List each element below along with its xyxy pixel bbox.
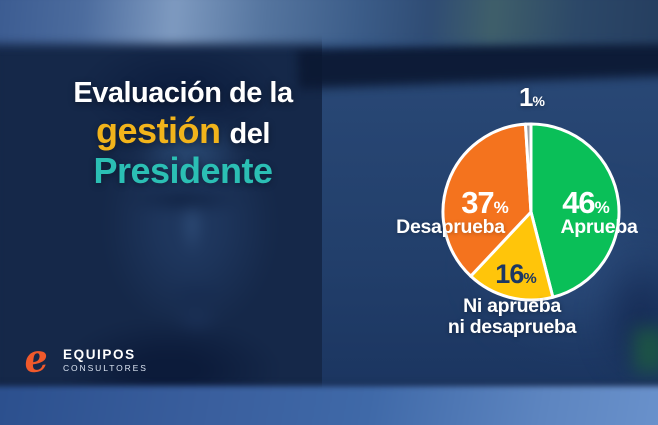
other-percent-sign: %	[532, 93, 545, 109]
title-line2-tail: del	[229, 118, 271, 150]
top-blur-band	[0, 0, 658, 44]
bottom-blur-band	[0, 384, 658, 425]
pie-slice-ni-aprueba-ni-desaprueba	[469, 210, 555, 302]
title-highlight-word: gestión	[96, 110, 221, 151]
slice-value-neutral: 16%	[478, 261, 554, 288]
pie-slice-desaprueba	[441, 122, 533, 278]
pie-slice-aprueba	[529, 122, 621, 299]
background-dark-band	[297, 35, 658, 89]
neutral-label-line1: Ni aprueba	[463, 295, 561, 317]
other-value: 1	[519, 82, 534, 112]
equipos-consultores-logo: e EQUIPOS CONSULTORES	[14, 336, 164, 384]
neutral-label-line2: ni desaprueba	[447, 316, 577, 338]
svg-text:e: e	[22, 338, 50, 382]
slice-label-neutral: Ni aprueba ni desaprueba	[427, 296, 597, 338]
logo-e-icon: e	[22, 338, 50, 382]
logo-subtitle: CONSULTORES	[63, 363, 148, 373]
slice-label-other: 1%	[498, 84, 566, 110]
logo-name: EQUIPOS	[63, 346, 136, 362]
title-line3: Presidente	[93, 150, 273, 191]
title-line2: gestión del	[52, 113, 314, 149]
slice-label-desaprueba: Desaprueba	[396, 216, 505, 238]
background-green-blur	[634, 328, 658, 372]
neutral-percent-sign: %	[523, 270, 537, 287]
desaprueba-value: 37	[461, 185, 494, 220]
logo-text: EQUIPOS CONSULTORES	[63, 346, 148, 373]
slice-value-desaprueba: 37%	[440, 187, 530, 218]
aprueba-percent-sign: %	[594, 198, 610, 217]
slice-label-aprueba: Aprueba	[560, 216, 638, 238]
page-title: Evaluación de la gestión del Presidente	[52, 79, 314, 189]
aprueba-value: 46	[562, 185, 595, 220]
pie-slice-other	[523, 122, 533, 214]
neutral-value: 16	[495, 259, 524, 289]
slice-value-aprueba: 46%	[540, 187, 632, 218]
pie-chart	[441, 122, 621, 302]
desaprueba-percent-sign: %	[493, 198, 509, 217]
title-line1: Evaluación de la	[73, 77, 293, 109]
